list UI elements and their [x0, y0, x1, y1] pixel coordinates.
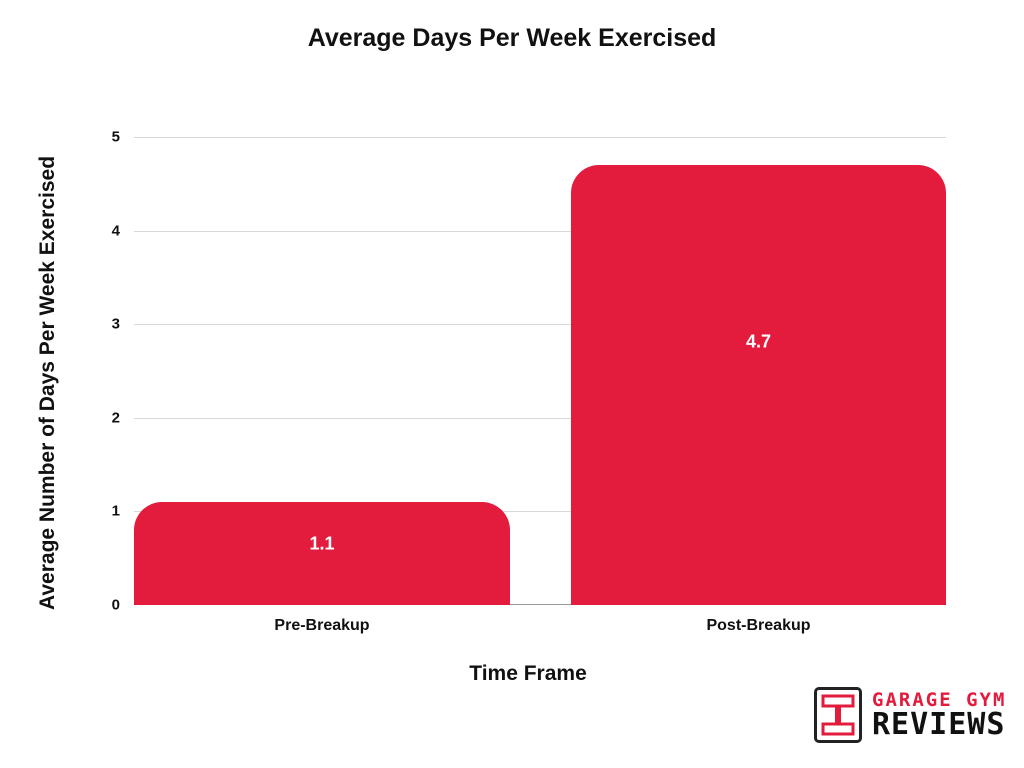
brand-logo: GARAGE GYM REVIEWS — [814, 687, 1006, 743]
y-tick: 0 — [111, 596, 120, 614]
brand-line2: REVIEWS — [872, 706, 1006, 742]
gridline — [134, 511, 946, 513]
y-axis-label: Average Number of Days Per Week Exercise… — [36, 155, 59, 611]
bar-value-label: 4.7 — [745, 331, 772, 352]
y-tick: 1 — [111, 502, 120, 520]
bar-value-label: 1.1 — [309, 533, 335, 554]
x-tick: Post-Breakup — [706, 617, 811, 634]
x-tick: Pre-Breakup — [274, 617, 370, 634]
gridline — [134, 324, 946, 326]
bar-post-breakup: 4.7 — [571, 165, 946, 605]
gridline — [134, 137, 946, 138]
gridline — [134, 230, 946, 232]
bar-pre-breakup: 1.1 — [134, 502, 510, 605]
gridline — [134, 417, 946, 419]
x-axis-line — [134, 604, 946, 605]
chart-title: Average Days Per Week Exercised — [307, 24, 717, 52]
y-tick: 5 — [111, 128, 120, 146]
y-tick: 4 — [111, 222, 120, 240]
brand-line1: GARAGE GYM — [872, 688, 1007, 711]
y-tick: 2 — [111, 409, 120, 427]
dumbbell-icon — [814, 687, 862, 743]
x-axis-label: Time Frame — [469, 662, 587, 685]
y-tick: 3 — [111, 315, 120, 333]
plot-area: 0 1 2 3 4 5 1.1 4.7 Pre-Breakup Post-Bre… — [112, 129, 946, 634]
